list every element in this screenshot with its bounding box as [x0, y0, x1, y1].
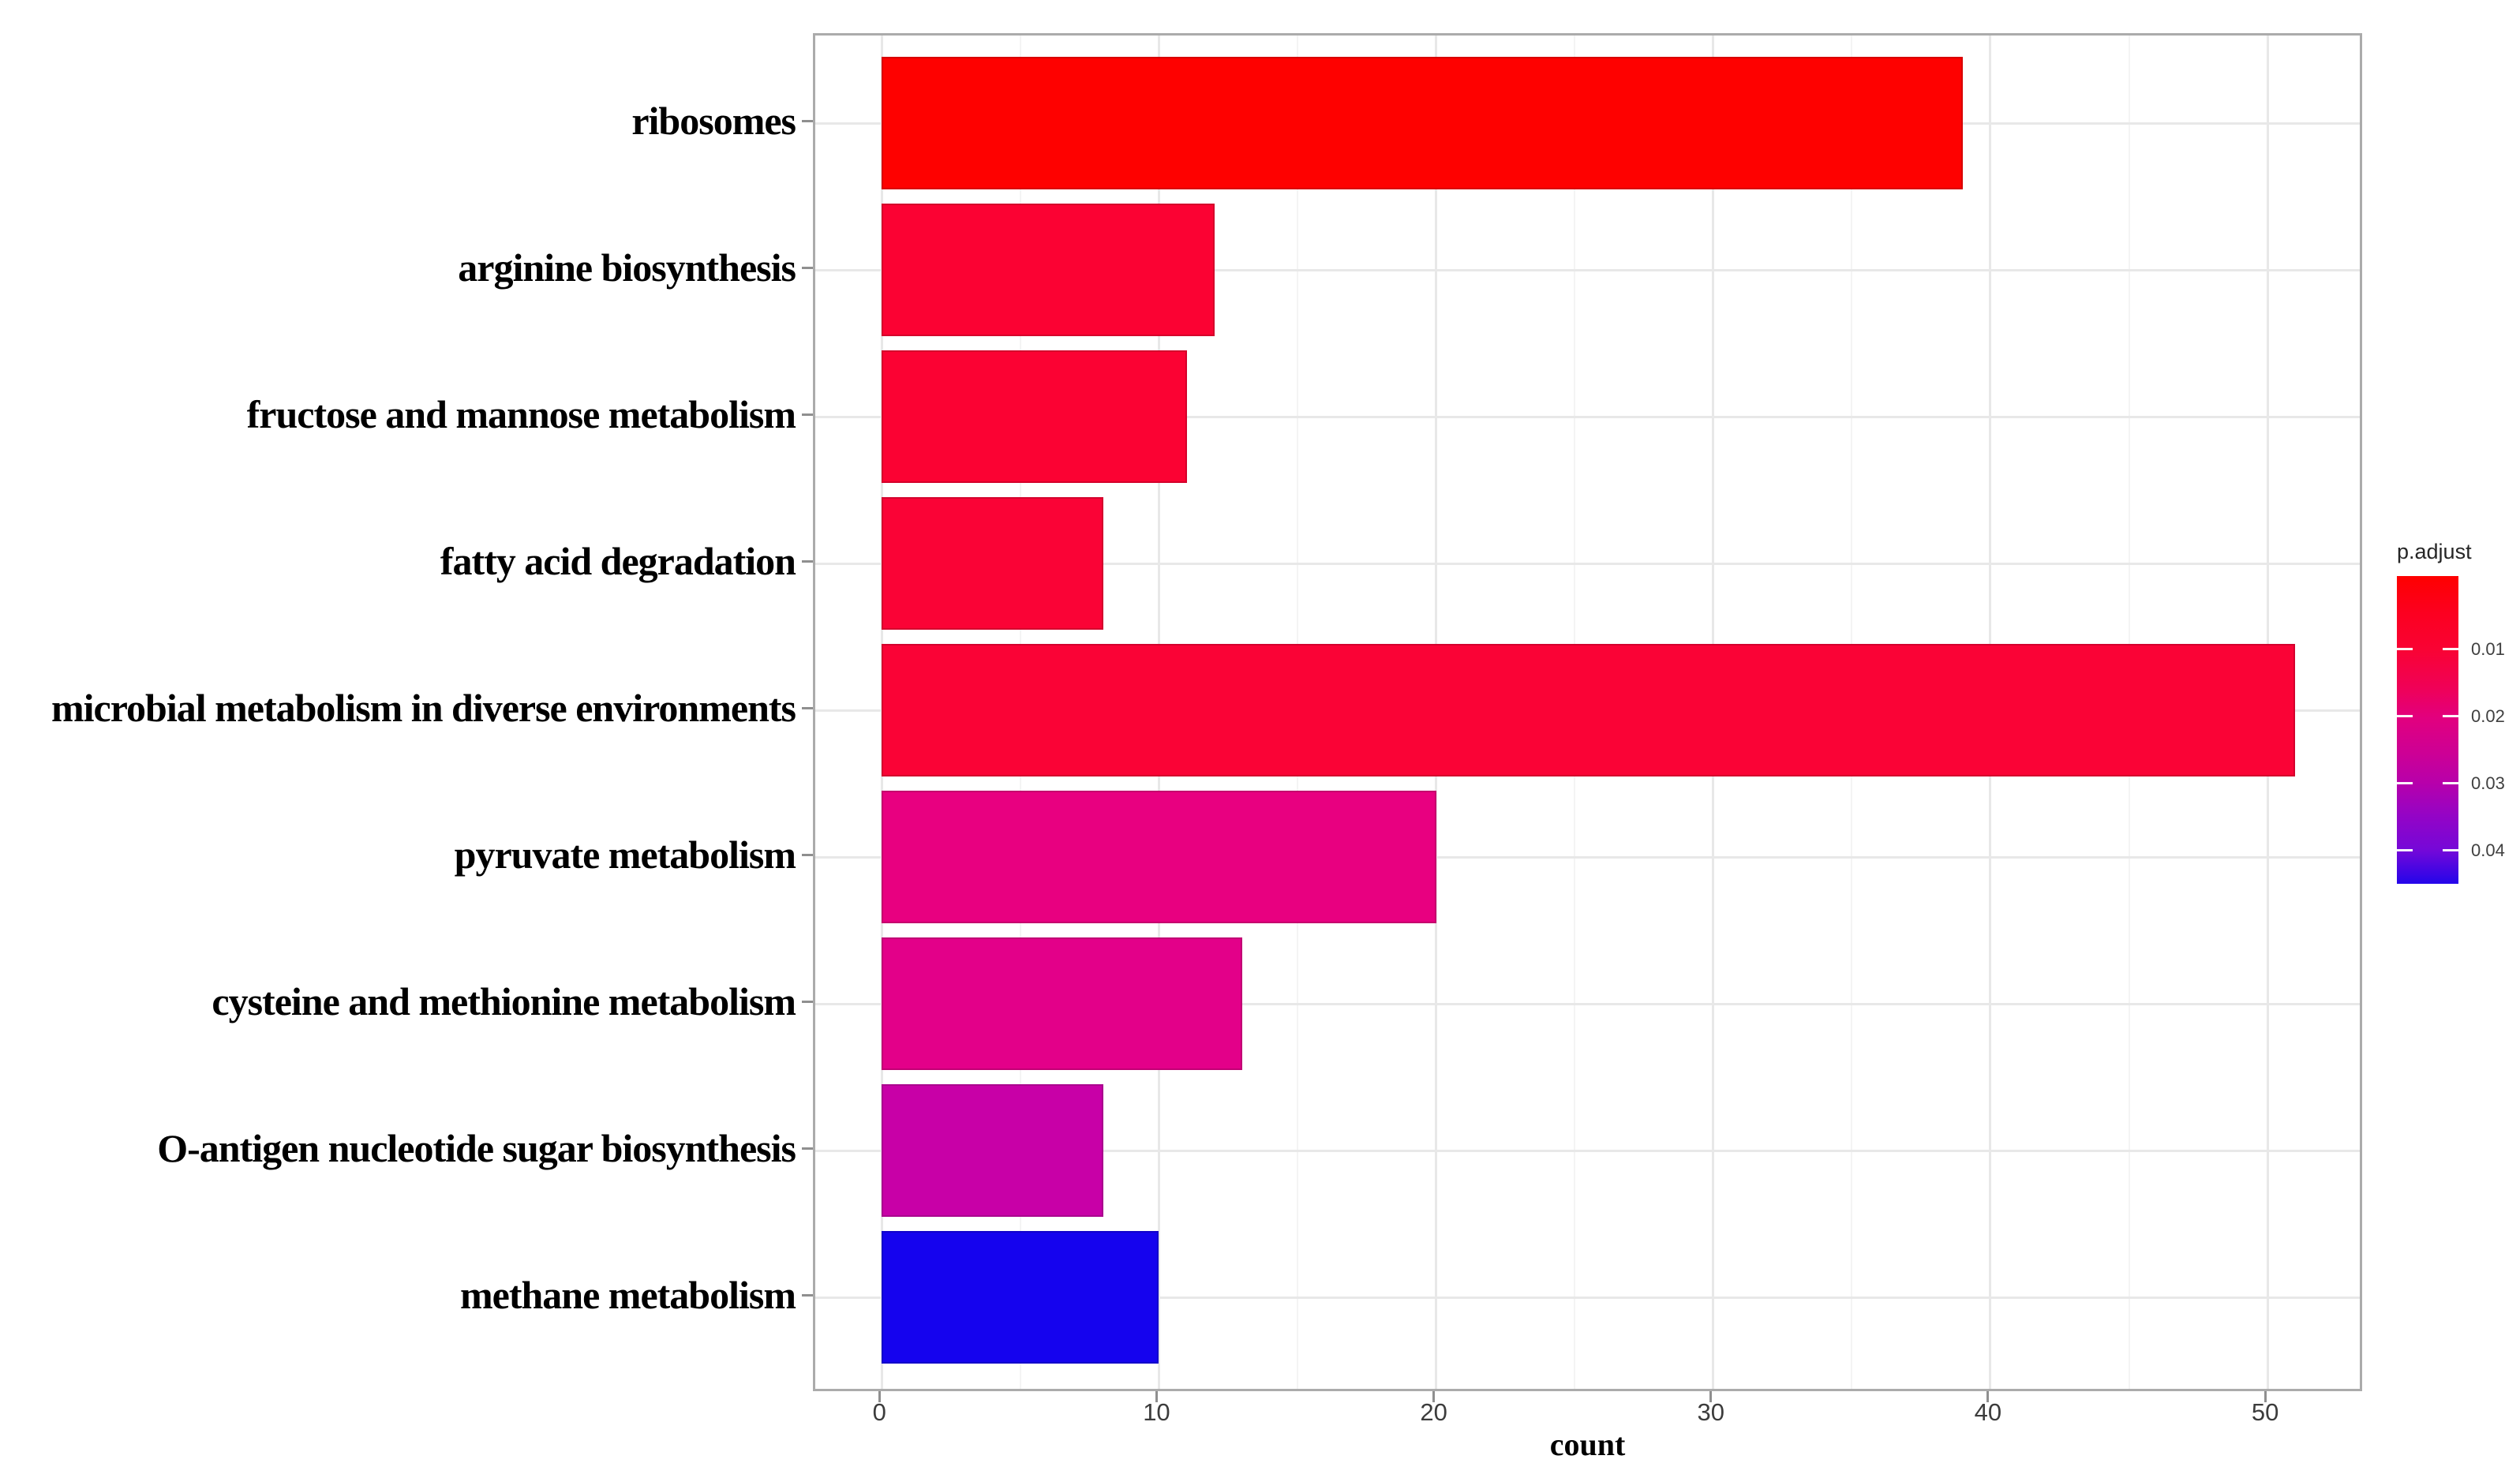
- legend-tick-label: 0.03: [2471, 773, 2505, 793]
- legend-tick-mark: [2397, 782, 2413, 785]
- y-axis-tick: [802, 706, 813, 709]
- plot-panel: [813, 33, 2362, 1391]
- x-axis-tick: [1986, 1391, 1990, 1402]
- x-axis-tick: [1709, 1391, 1713, 1402]
- gridline-horizontal-major: [815, 268, 2360, 271]
- gridline-horizontal-major: [815, 1149, 2360, 1152]
- bar: [882, 497, 1104, 630]
- y-axis-tick: [802, 413, 813, 416]
- bar: [882, 350, 1187, 483]
- category-label: microbial metabolism in diverse environm…: [51, 686, 796, 730]
- bar: [882, 1231, 1159, 1364]
- bar: [882, 937, 1242, 1070]
- y-axis-tick: [802, 853, 813, 856]
- category-label: arginine biosynthesis: [458, 245, 796, 290]
- gridline-horizontal-major: [815, 855, 2360, 859]
- bar: [882, 1084, 1104, 1217]
- y-axis-tick: [802, 1147, 813, 1150]
- y-axis-tick: [802, 1293, 813, 1297]
- y-axis-tick: [802, 559, 813, 563]
- x-axis-title: count: [1549, 1427, 1626, 1462]
- category-label: cysteine and methionine metabolism: [212, 979, 796, 1023]
- legend-tick-mark: [2443, 648, 2458, 651]
- category-label: ribosomes: [631, 99, 796, 143]
- x-axis-tick-label: 30: [1697, 1398, 1725, 1426]
- x-axis-tick-label: 50: [2251, 1398, 2279, 1426]
- x-axis-tick: [2264, 1391, 2267, 1402]
- bar: [882, 644, 2296, 776]
- legend-tick-mark: [2397, 849, 2413, 852]
- legend-tick-mark: [2443, 782, 2458, 785]
- x-axis-tick-label: 40: [1974, 1398, 2002, 1426]
- gridline-horizontal-major: [815, 562, 2360, 565]
- category-label: O-antigen nucleotide sugar biosynthesis: [157, 1126, 796, 1170]
- x-axis-tick: [1432, 1391, 1436, 1402]
- legend-tick-label: 0.01: [2471, 638, 2505, 659]
- x-axis-tick-label: 10: [1143, 1398, 1170, 1426]
- x-axis-tick-label: 20: [1420, 1398, 1447, 1426]
- y-axis-tick: [802, 1000, 813, 1003]
- bar: [882, 57, 1963, 189]
- legend-tick-label: 0.04: [2471, 840, 2505, 860]
- category-label: pyruvate metabolism: [454, 833, 796, 877]
- x-axis-tick: [1155, 1391, 1158, 1402]
- legend-tick-mark: [2443, 849, 2458, 852]
- gridline-horizontal-major: [815, 1002, 2360, 1005]
- category-label: fructose and mannose metabolism: [246, 392, 796, 436]
- gridline-horizontal-major: [815, 1296, 2360, 1299]
- gridline-horizontal-major: [815, 415, 2360, 418]
- legend-tick-mark: [2443, 715, 2458, 718]
- bar: [882, 204, 1215, 336]
- legend-tick-mark: [2397, 715, 2413, 718]
- legend-tick-label: 0.02: [2471, 705, 2505, 726]
- legend-title: p.adjust: [2397, 540, 2472, 563]
- x-axis-tick: [878, 1391, 881, 1402]
- category-label: fatty acid degradation: [440, 539, 796, 583]
- category-label: methane metabolism: [460, 1273, 796, 1317]
- legend-tick-mark: [2397, 648, 2413, 651]
- bar: [882, 791, 1436, 923]
- x-axis-tick-label: 0: [872, 1398, 886, 1426]
- y-axis-tick: [802, 119, 813, 122]
- y-axis-tick: [802, 266, 813, 269]
- legend-colorbar: [2397, 576, 2458, 884]
